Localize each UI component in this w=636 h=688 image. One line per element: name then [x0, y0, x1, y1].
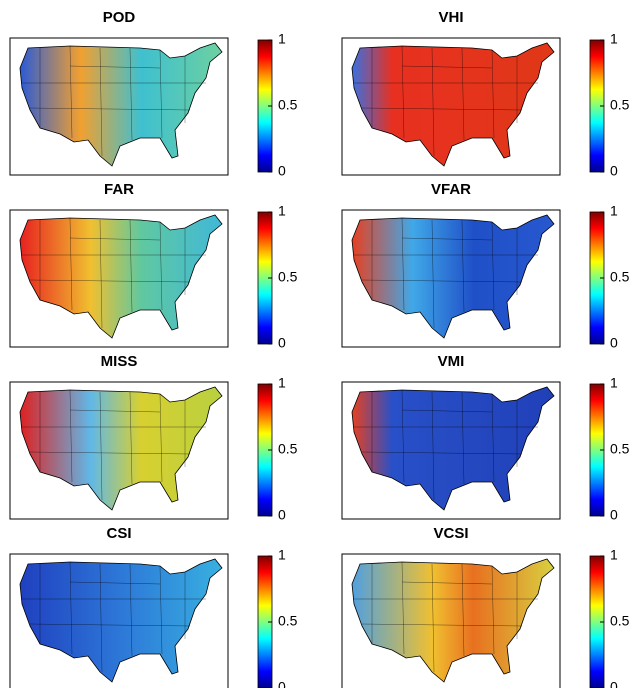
colorbar-tick-label: 1: [278, 31, 286, 47]
state-borders: [22, 45, 206, 157]
panel-title: POD: [103, 9, 136, 26]
panel-title: CSI: [106, 525, 131, 542]
colorbar-tick-label: 0.5: [610, 613, 630, 629]
colorbar-tick-label: 0.5: [278, 269, 298, 285]
colorbar-tick-label: 1: [610, 547, 618, 563]
colorbar-tick-label: 0.5: [610, 441, 630, 457]
colorbar-tick-label: 0.5: [278, 613, 298, 629]
colorbar-tick-label: 1: [278, 547, 286, 563]
colorbar-tick-label: 0: [610, 679, 618, 688]
state-borders: [22, 561, 206, 673]
panel: CSI 0 0.5 1: [9, 525, 298, 688]
colorbar-tick-label: 1: [610, 31, 618, 47]
panel-title: VCSI: [433, 525, 468, 542]
panel-title: VHI: [438, 9, 463, 26]
state-borders: [354, 45, 538, 157]
colorbar-tick-label: 0: [278, 335, 286, 351]
state-borders: [354, 389, 538, 501]
colorbar-tick-label: 0.5: [278, 441, 298, 457]
colorbar-tick-label: 1: [610, 375, 618, 391]
panel-title: VMI: [438, 353, 465, 370]
panel: POD 0 0.5 1: [9, 9, 298, 179]
colorbar-tick-label: 0: [610, 163, 618, 179]
colorbar-tick-label: 0.5: [610, 269, 630, 285]
state-borders: [354, 561, 538, 673]
panel: VCSI 0 0.5 1: [341, 525, 630, 688]
state-borders: [22, 389, 206, 501]
state-borders: [22, 217, 206, 329]
colorbar-tick-label: 1: [278, 375, 286, 391]
panel-title: MISS: [101, 353, 138, 370]
panel: VFAR 0 0.5 1: [341, 181, 630, 351]
state-borders: [354, 217, 538, 329]
panel: VMI 0 0.5 1: [341, 353, 630, 523]
panel: FAR 0 0.5 1: [9, 181, 298, 351]
colorbar-tick-label: 0: [278, 163, 286, 179]
colorbar-tick-label: 0: [278, 679, 286, 688]
colorbar-tick-label: 0.5: [278, 97, 298, 113]
panel-title: FAR: [104, 181, 134, 198]
colorbar-tick-label: 0.5: [610, 97, 630, 113]
panel: MISS 0 0.5 1: [9, 353, 298, 523]
colorbar-tick-label: 0: [278, 507, 286, 523]
panel-title: VFAR: [431, 181, 471, 198]
colorbar-tick-label: 1: [610, 203, 618, 219]
colorbar-tick-label: 1: [278, 203, 286, 219]
panel: VHI 0 0.5 1: [341, 9, 630, 179]
colorbar-tick-label: 0: [610, 335, 618, 351]
colorbar-tick-label: 0: [610, 507, 618, 523]
